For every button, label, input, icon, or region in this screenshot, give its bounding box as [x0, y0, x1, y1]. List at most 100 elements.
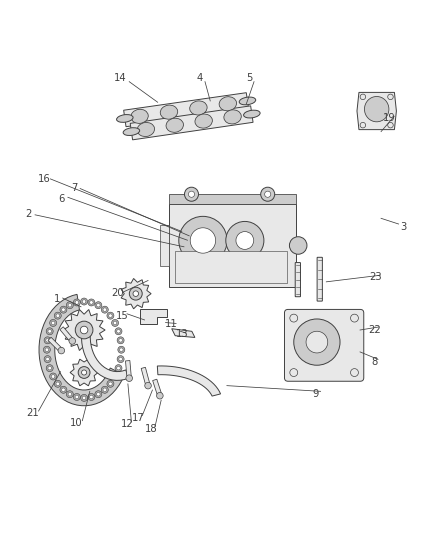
Circle shape	[157, 392, 163, 399]
Circle shape	[58, 348, 65, 354]
Circle shape	[184, 187, 198, 201]
Circle shape	[112, 319, 119, 326]
Circle shape	[388, 123, 393, 128]
Circle shape	[81, 298, 88, 305]
Ellipse shape	[244, 110, 260, 118]
Circle shape	[49, 373, 57, 380]
Text: 8: 8	[371, 357, 378, 367]
Text: 21: 21	[26, 408, 39, 418]
Polygon shape	[81, 323, 128, 381]
Text: 12: 12	[120, 419, 134, 429]
Ellipse shape	[131, 109, 148, 124]
Circle shape	[43, 346, 50, 353]
Polygon shape	[124, 93, 249, 127]
Polygon shape	[48, 337, 63, 352]
Text: 15: 15	[115, 311, 128, 320]
Circle shape	[90, 395, 93, 399]
Circle shape	[145, 382, 152, 389]
Circle shape	[115, 365, 122, 372]
Circle shape	[190, 228, 215, 253]
Circle shape	[388, 94, 393, 100]
Polygon shape	[121, 278, 151, 309]
Text: 3: 3	[400, 222, 406, 232]
Circle shape	[75, 321, 93, 339]
Circle shape	[95, 302, 102, 309]
FancyBboxPatch shape	[175, 251, 287, 283]
Circle shape	[46, 357, 49, 361]
Circle shape	[107, 312, 114, 319]
Circle shape	[306, 331, 328, 353]
Polygon shape	[172, 329, 195, 337]
Circle shape	[88, 393, 95, 400]
Text: 5: 5	[247, 73, 253, 83]
Circle shape	[56, 314, 60, 318]
Ellipse shape	[190, 101, 207, 115]
Text: 13: 13	[176, 329, 188, 340]
FancyBboxPatch shape	[285, 310, 364, 381]
Circle shape	[54, 380, 61, 387]
Circle shape	[68, 392, 71, 396]
Circle shape	[290, 314, 298, 322]
Circle shape	[90, 301, 93, 304]
Circle shape	[81, 370, 87, 375]
Circle shape	[129, 287, 142, 300]
Circle shape	[97, 303, 100, 307]
Polygon shape	[39, 294, 124, 406]
Circle shape	[75, 301, 78, 304]
Text: 6: 6	[58, 193, 64, 204]
FancyBboxPatch shape	[295, 263, 300, 297]
Polygon shape	[157, 366, 221, 396]
Ellipse shape	[117, 115, 133, 123]
Polygon shape	[169, 194, 296, 204]
Circle shape	[78, 367, 90, 378]
Text: 17: 17	[131, 413, 145, 423]
Circle shape	[56, 382, 60, 385]
Text: 22: 22	[368, 325, 381, 335]
Circle shape	[73, 393, 80, 400]
Circle shape	[117, 329, 120, 333]
Ellipse shape	[364, 96, 389, 122]
Polygon shape	[130, 106, 253, 140]
Circle shape	[68, 303, 71, 307]
Circle shape	[290, 237, 307, 254]
FancyBboxPatch shape	[169, 204, 296, 287]
Circle shape	[60, 386, 67, 393]
Circle shape	[117, 356, 124, 362]
Circle shape	[46, 328, 53, 335]
Ellipse shape	[224, 110, 241, 124]
Circle shape	[62, 388, 65, 392]
Ellipse shape	[160, 105, 178, 119]
Circle shape	[46, 365, 53, 372]
Circle shape	[117, 337, 124, 344]
Text: 11: 11	[164, 319, 177, 329]
Circle shape	[45, 348, 49, 351]
Text: 19: 19	[382, 112, 396, 123]
Circle shape	[115, 328, 122, 335]
Circle shape	[48, 329, 51, 333]
Circle shape	[117, 366, 120, 370]
Circle shape	[103, 388, 106, 392]
Circle shape	[113, 375, 117, 378]
Ellipse shape	[137, 123, 155, 136]
Circle shape	[44, 337, 51, 344]
Circle shape	[101, 306, 108, 313]
Circle shape	[188, 191, 194, 197]
Polygon shape	[141, 367, 150, 386]
Circle shape	[120, 348, 123, 351]
Polygon shape	[357, 92, 396, 130]
Circle shape	[82, 300, 86, 303]
Text: 14: 14	[114, 73, 127, 83]
Circle shape	[350, 314, 358, 322]
Circle shape	[133, 291, 138, 296]
Circle shape	[107, 380, 114, 387]
Circle shape	[88, 299, 95, 306]
Circle shape	[82, 396, 86, 400]
Circle shape	[73, 299, 80, 306]
Circle shape	[81, 394, 88, 401]
Circle shape	[118, 346, 125, 353]
Circle shape	[179, 216, 227, 264]
Polygon shape	[153, 379, 162, 397]
Circle shape	[80, 326, 88, 334]
Circle shape	[62, 308, 65, 311]
Circle shape	[46, 338, 49, 342]
